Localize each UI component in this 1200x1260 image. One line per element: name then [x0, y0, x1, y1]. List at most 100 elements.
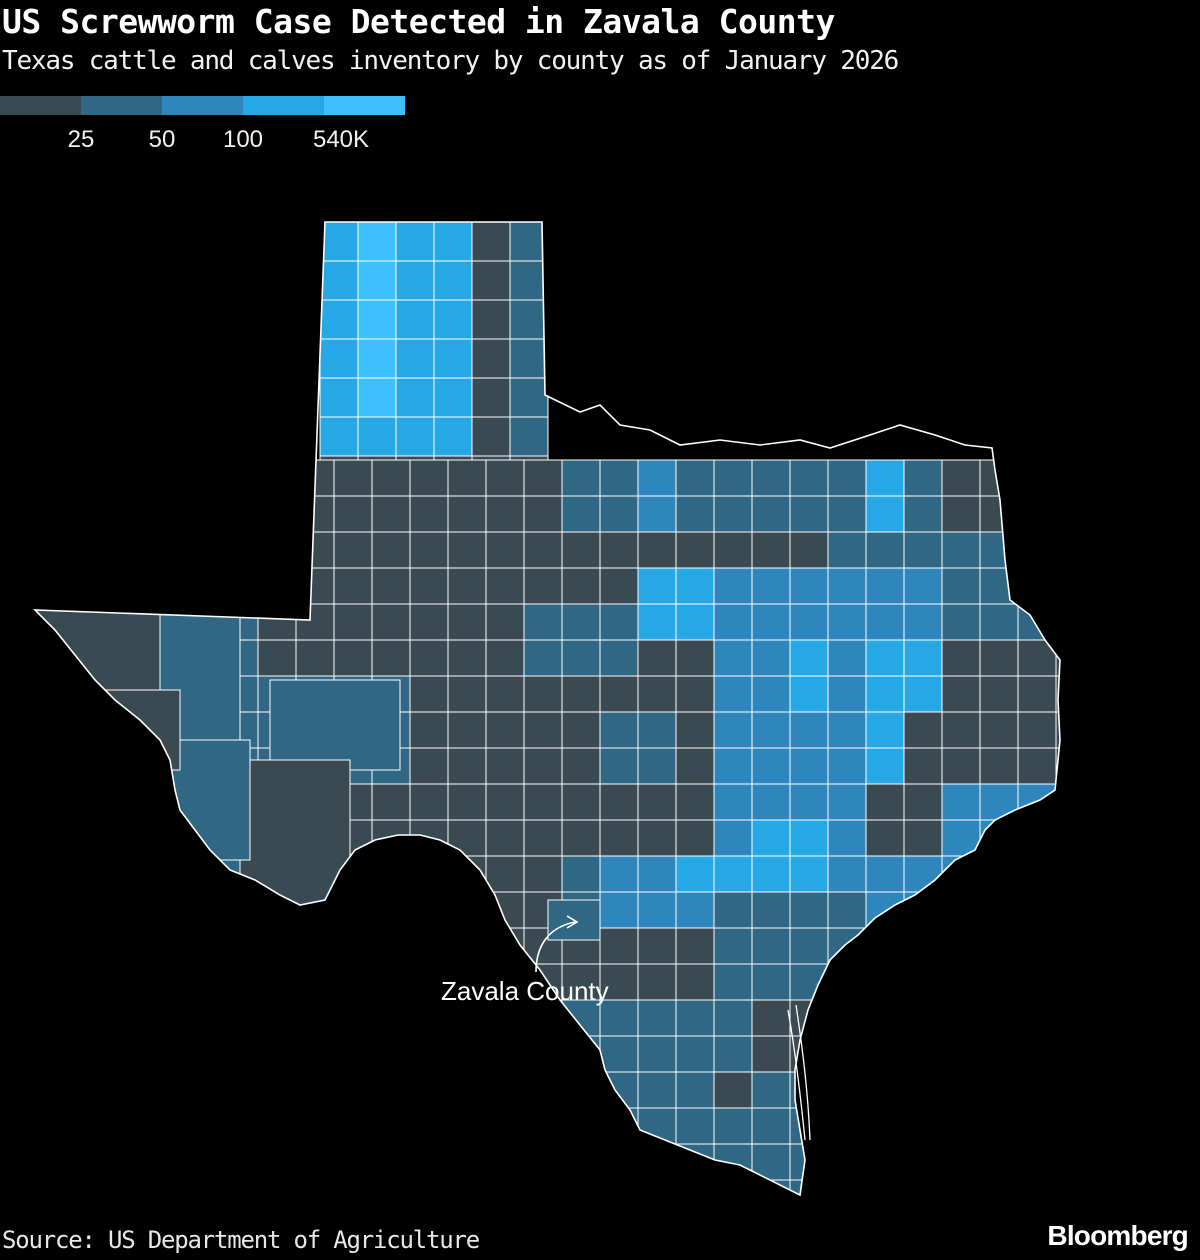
county-cell	[637, 603, 677, 641]
county-cell	[143, 459, 183, 497]
county-cell	[485, 495, 525, 533]
legend-swatch-2	[81, 96, 162, 115]
county-cell	[219, 891, 259, 929]
county-cell	[713, 531, 753, 569]
county-cell	[979, 567, 1019, 605]
county-cell	[105, 1179, 145, 1195]
county-cell	[789, 1179, 829, 1195]
county-cell	[447, 1071, 487, 1109]
county-cell	[371, 1107, 411, 1145]
county-cell	[319, 338, 359, 379]
county-cell	[865, 1071, 905, 1109]
county-cell	[371, 819, 411, 857]
county-cell	[675, 855, 715, 893]
county-cell	[447, 891, 487, 929]
county-cell	[789, 963, 829, 1001]
county-cell	[561, 639, 601, 677]
county-cell	[979, 783, 1019, 821]
county-cell	[827, 1107, 867, 1145]
barrier-island	[795, 1004, 811, 1141]
county-cell	[599, 747, 639, 785]
county-cell	[1055, 1143, 1060, 1181]
county-cell	[599, 963, 639, 1001]
county-cell	[239, 759, 351, 911]
county-cell	[295, 927, 335, 965]
county-cell	[371, 495, 411, 533]
county-cell	[561, 459, 601, 497]
county-cell	[409, 1035, 449, 1073]
county-cell	[941, 963, 981, 1001]
annotation-arrowhead	[566, 915, 579, 929]
county-cell	[295, 567, 335, 605]
county-cell	[827, 603, 867, 641]
county-cell	[979, 1071, 1019, 1109]
county-cell	[105, 927, 145, 965]
county-cell	[67, 963, 107, 1001]
county-cell	[357, 222, 397, 262]
county-cell	[35, 531, 69, 569]
county-cell	[67, 999, 107, 1037]
county-cell	[1017, 1179, 1057, 1195]
county-cell	[471, 222, 511, 262]
county-cell	[713, 1107, 753, 1145]
county-cell	[979, 819, 1019, 857]
county-cell	[979, 1179, 1019, 1195]
county-cell	[1055, 1107, 1060, 1145]
county-cell	[485, 531, 525, 569]
county-cell	[751, 963, 791, 1001]
county-cell	[1017, 567, 1057, 605]
county-cell	[333, 495, 373, 533]
county-cell	[219, 1107, 259, 1145]
county-cell	[371, 1035, 411, 1073]
county-cell	[35, 747, 69, 785]
county-cell	[181, 495, 221, 533]
county-cell	[789, 891, 829, 929]
source-note: Source: US Department of Agriculture	[2, 1226, 480, 1254]
county-cell	[409, 1179, 449, 1195]
county-cell	[865, 999, 905, 1037]
legend-swatch-1	[0, 96, 81, 115]
county-cell	[1017, 495, 1057, 533]
county-cell	[941, 891, 981, 929]
county-cell	[827, 711, 867, 749]
county-cell	[257, 1035, 297, 1073]
county-cell	[1055, 639, 1060, 677]
county-cell	[675, 927, 715, 965]
county-cell	[143, 855, 183, 893]
county-cell	[789, 711, 829, 749]
county-cell	[789, 1143, 829, 1181]
county-cell	[713, 711, 753, 749]
county-cell	[395, 416, 435, 457]
county-cell	[523, 747, 563, 785]
county-cell	[409, 783, 449, 821]
county-cell	[637, 927, 677, 965]
county-cell	[319, 299, 359, 340]
county-cell	[485, 891, 525, 929]
county-cell	[523, 1071, 563, 1109]
county-cell	[295, 531, 335, 569]
county-cell	[979, 675, 1019, 713]
county-cell	[827, 1071, 867, 1109]
county-cell	[295, 639, 335, 677]
county-cell	[1017, 1071, 1057, 1109]
county-cell	[827, 459, 867, 497]
county-cell	[979, 495, 1019, 533]
legend-swatch-4	[243, 96, 324, 115]
county-cell	[447, 675, 487, 713]
county-cell	[35, 1179, 69, 1195]
county-cell	[523, 495, 563, 533]
county-cell	[433, 299, 473, 340]
county-cell	[181, 531, 221, 569]
county-cell	[485, 639, 525, 677]
county-cell	[35, 819, 69, 857]
county-cell	[561, 1035, 601, 1073]
county-cell	[143, 1071, 183, 1109]
county-cell	[295, 1143, 335, 1181]
county-cell	[395, 222, 435, 262]
county-cell	[827, 783, 867, 821]
county-cell	[67, 1071, 107, 1109]
county-cell	[523, 855, 563, 893]
county-cell	[295, 963, 335, 1001]
county-cell	[1055, 963, 1060, 1001]
county-cell	[371, 459, 411, 497]
